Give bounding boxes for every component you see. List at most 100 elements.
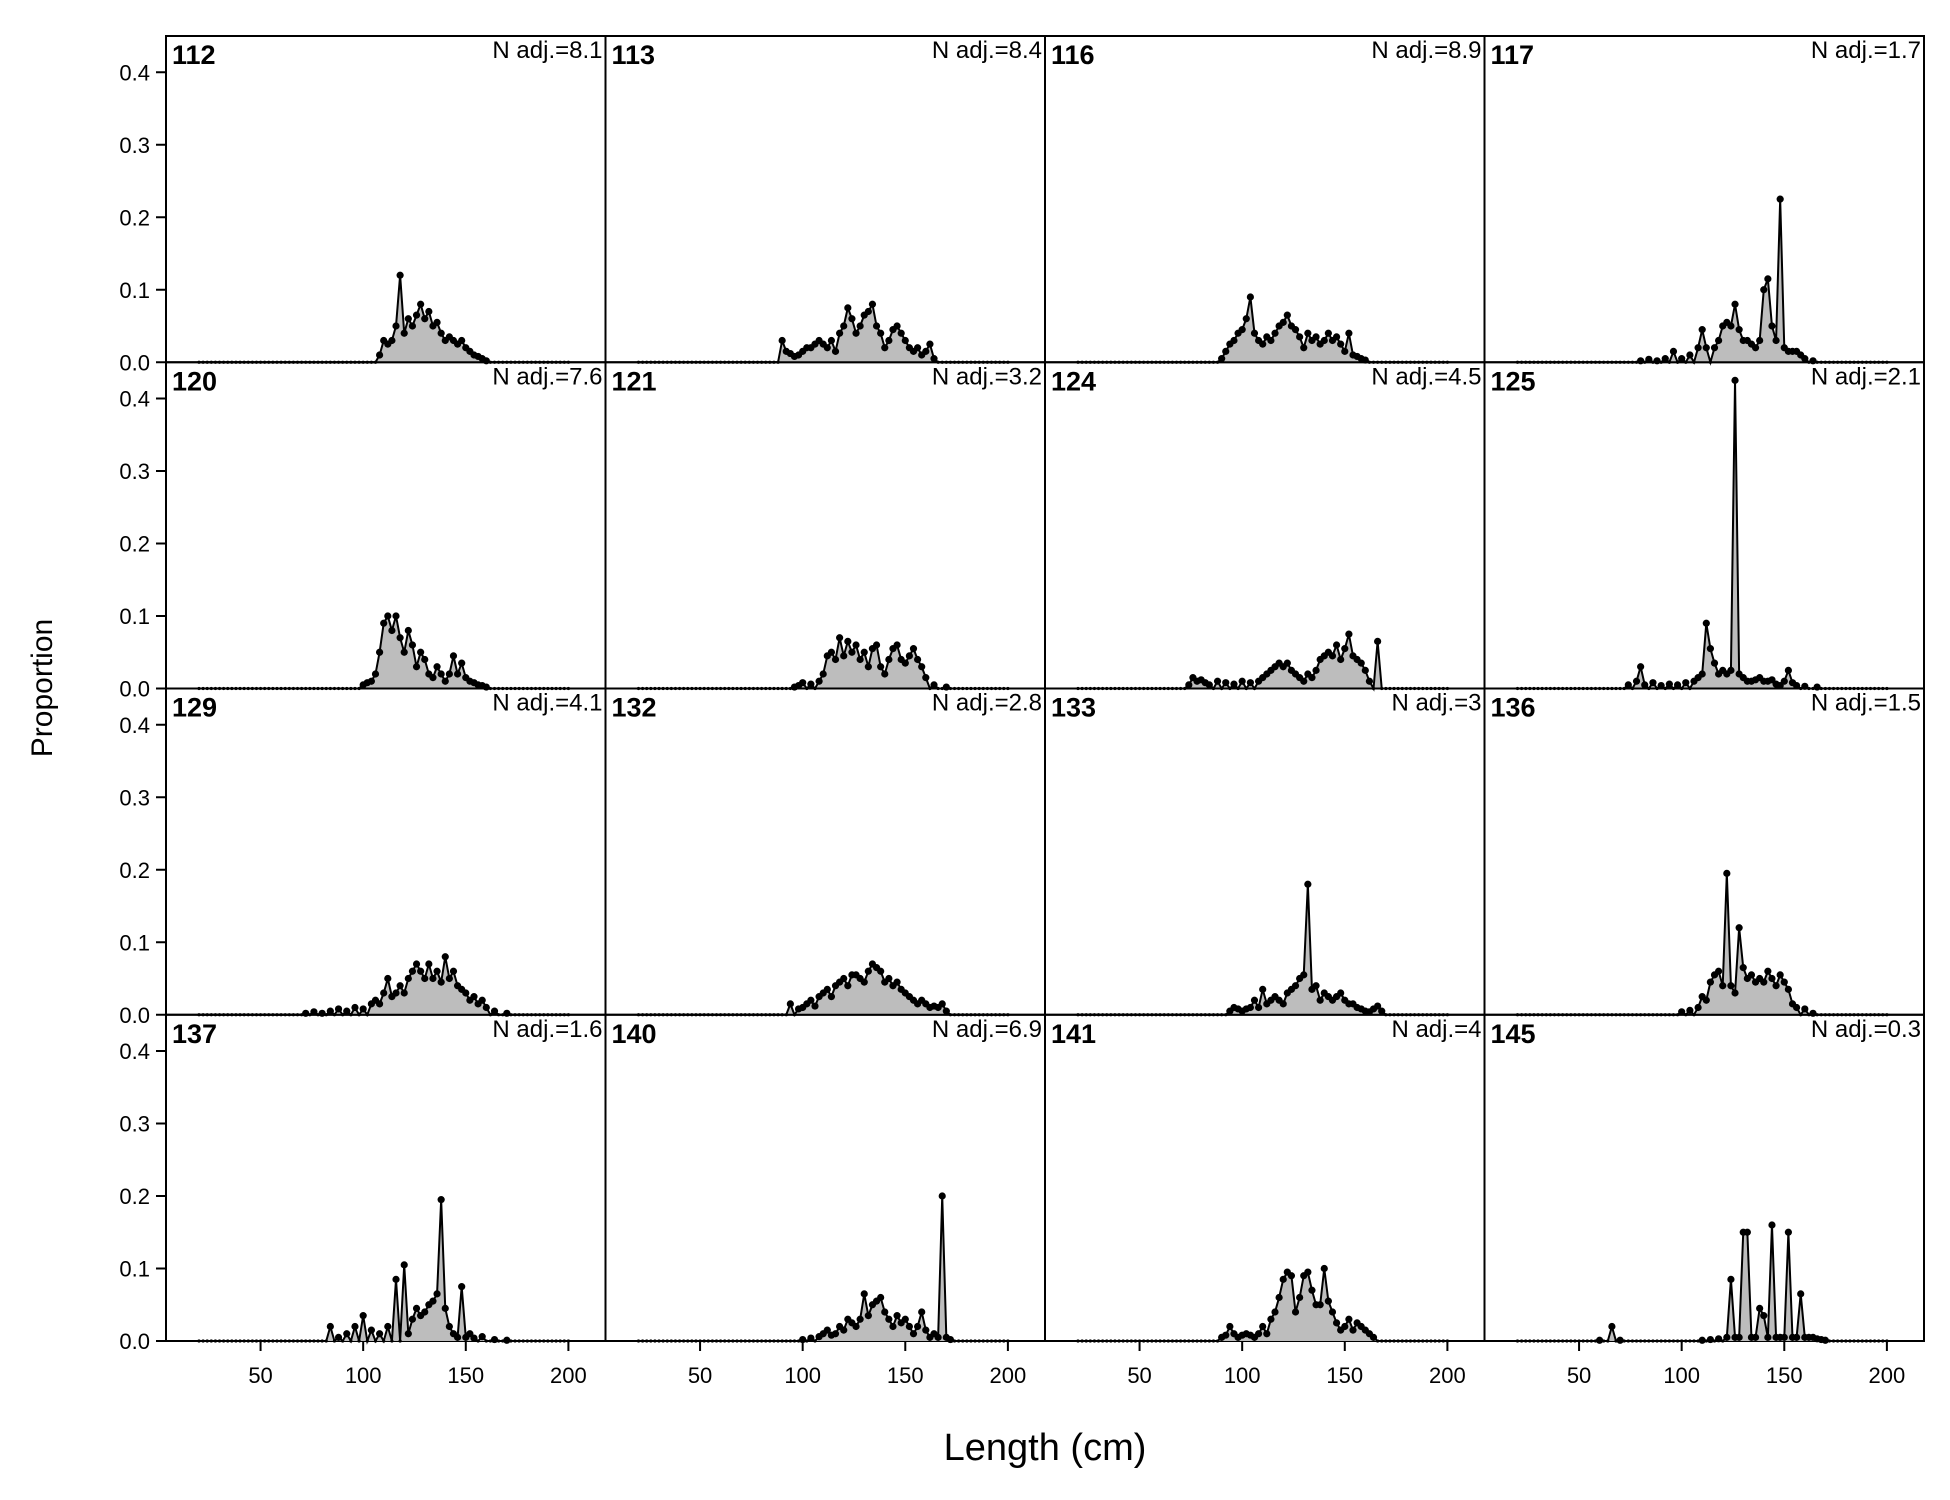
data-point [392,1275,400,1283]
data-point [807,1334,815,1342]
zero-point [1864,1339,1868,1343]
data-point [1304,880,1312,888]
data-point [1332,1319,1341,1327]
data-point [893,978,901,986]
data-point [811,1002,819,1010]
data-point [913,344,922,352]
zero-point [1844,1339,1848,1343]
data-point [445,1322,453,1331]
zero-point [677,1339,682,1343]
data-point [445,974,453,983]
y-tick-label: 0.1 [119,604,150,629]
data-point [1715,1335,1723,1343]
data-point [868,300,877,308]
data-point [1242,315,1250,323]
y-axis-title: Proportion [26,619,59,757]
zero-point [1688,1339,1692,1343]
data-point [1300,344,1308,352]
zero-point [246,1339,250,1343]
zero-point [1692,1339,1696,1343]
data-point [864,307,872,316]
data-point [856,655,864,664]
data-point [860,1290,868,1298]
zero-point [747,1339,751,1343]
data-point [1291,326,1300,334]
data-point [408,322,417,330]
data-point [1238,677,1246,685]
data-point [1801,1005,1809,1013]
x-tick-label: 200 [990,1363,1027,1388]
data-point [942,1007,950,1015]
data-point [1632,677,1641,685]
data-point [1267,1315,1275,1323]
data-point [1706,645,1715,653]
zero-point [1536,1339,1540,1343]
panel-border [604,35,1046,364]
zero-point [965,1339,969,1343]
panel-border [1483,687,1925,1016]
zero-point [550,1339,554,1343]
data-point [1735,326,1743,334]
zero-point [1561,1339,1565,1343]
panel-grid: 112 N adj.=8.1 0.0 0.1 0.2 0.3 0.4 120 N adj.=7.… [119,35,1925,1388]
zero-point [217,1339,222,1343]
zero-point [1441,1339,1445,1343]
zero-point [1146,1339,1150,1343]
zero-point [1195,1339,1199,1343]
zero-point [324,1339,328,1343]
data-point [860,978,868,986]
zero-point [250,1339,254,1343]
data-point [458,336,466,345]
zero-point [1084,1339,1088,1343]
data-point [1780,978,1788,986]
data-point [1764,275,1772,283]
data-point [1246,293,1254,301]
data-point [351,1322,359,1331]
data-point [930,355,938,363]
data-point [417,648,425,656]
panel-title: 133 [1051,693,1096,723]
data-point [934,1333,942,1341]
n-adj-label: N adj.=8.1 [492,37,602,64]
data-point [877,329,885,337]
data-point [1222,1331,1230,1339]
data-point [1743,1228,1751,1236]
panel-border [1044,1013,1486,1342]
data-point [1312,333,1320,341]
zero-point [275,1339,279,1343]
data-point [1378,1007,1386,1015]
panel-140: 140 N adj.=6.9 50 100 150 200 [604,1013,1046,1388]
data-point [807,680,815,688]
zero-point [1376,1339,1380,1343]
zero-point [1581,1339,1585,1343]
panel-border [1483,35,1925,364]
data-point [1271,1308,1279,1316]
series-line [1517,1224,1887,1343]
data-point [885,974,893,983]
panel-title: 120 [172,366,217,396]
zero-point [1113,1339,1117,1343]
area-fill [1517,199,1887,363]
panel-129: 129 N adj.=4.1 0.0 0.1 0.2 0.3 0.4 [119,687,607,1028]
n-adj-label: N adj.=2.1 [1811,363,1921,390]
zero-point [562,1339,566,1343]
zero-point [772,1339,776,1343]
data-point [885,336,893,345]
data-point [359,1005,367,1013]
data-point [1328,1308,1337,1316]
data-point [1341,645,1349,653]
zero-point [1076,1339,1080,1343]
zero-point [1404,1339,1408,1343]
zero-point [776,1339,780,1343]
data-point [458,1283,466,1291]
data-point [400,1261,408,1269]
zero-point [989,1339,994,1343]
data-point [1608,1322,1616,1331]
data-point [1735,924,1743,932]
data-point [881,344,889,352]
zero-point [1532,1339,1536,1343]
area-fill [1078,1268,1448,1341]
data-point [396,634,404,642]
zero-point [973,1339,977,1343]
data-point [893,641,901,649]
